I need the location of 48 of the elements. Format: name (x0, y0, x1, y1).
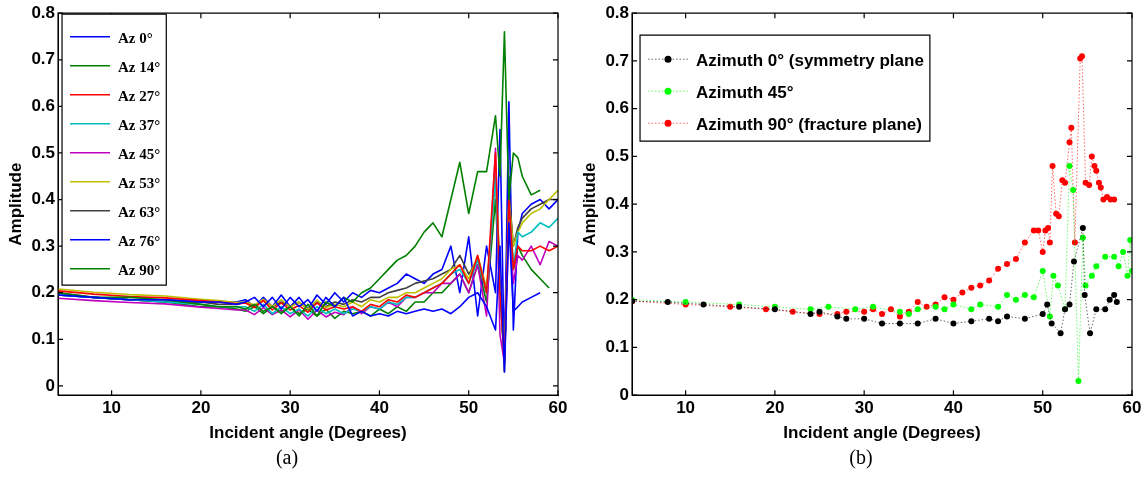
legend-label: Azimuth 0° (symmetry plane (696, 50, 924, 70)
legend-label: Az 63° (118, 203, 161, 220)
x-tick-label: 60 (548, 398, 568, 418)
x-axis-title: Incident angle (Degrees) (783, 423, 981, 443)
x-tick-label: 20 (765, 398, 785, 418)
x-tick-label: 30 (280, 398, 300, 418)
x-tick-label: 50 (459, 398, 479, 418)
y-tick-label: 0.4 (31, 189, 56, 209)
x-tick-label: 20 (191, 398, 211, 418)
legend-label: Azimuth 45° (696, 82, 794, 102)
x-axis-title: Incident angle (Degrees) (209, 423, 407, 443)
y-tick-label: 0.1 (605, 337, 630, 357)
y-axis-title: Amplitude (579, 162, 599, 246)
y-tick-label: 0.6 (605, 98, 630, 118)
text: (b) (848, 446, 874, 469)
legend-label: Az 37° (118, 116, 161, 133)
y-tick-label: 0.1 (31, 328, 56, 348)
y-tick-label: 0.8 (605, 2, 630, 22)
legend-label: Az 53° (118, 174, 161, 191)
y-tick-label: 0.3 (605, 241, 630, 261)
x-tick-label: 40 (369, 398, 389, 418)
y-tick-label: 0 (619, 384, 630, 404)
legend-label: Az 90° (118, 261, 161, 278)
legend-label: Azimuth 90° (fracture plane) (696, 114, 922, 134)
y-tick-label: 0.3 (31, 235, 56, 255)
legend-label: Az 45° (118, 145, 161, 162)
legend-label: Az 76° (118, 232, 161, 249)
y-tick-label: 0.2 (605, 289, 630, 309)
y-tick-label: 0.5 (605, 146, 630, 166)
y-tick-label: 0.5 (31, 142, 56, 162)
legend-label: Az 0° (118, 29, 153, 46)
y-axis-title: Amplitude (5, 162, 25, 246)
y-tick-label: 0.7 (31, 49, 56, 69)
y-tick-label: 0 (45, 375, 56, 395)
x-tick-label: 60 (1122, 398, 1142, 418)
y-tick-label: 0.7 (605, 50, 630, 70)
x-tick-label: 40 (943, 398, 963, 418)
y-tick-label: 0.4 (605, 193, 630, 213)
text: (a) (274, 446, 300, 469)
x-tick-label: 30 (854, 398, 874, 418)
legend-label: Az 27° (118, 87, 161, 104)
y-tick-label: 0.6 (31, 96, 56, 116)
x-tick-label: 50 (1033, 398, 1053, 418)
x-tick-label: 10 (676, 398, 696, 418)
y-tick-label: 0.8 (31, 2, 56, 22)
legend-label: Az 14° (118, 58, 161, 75)
x-tick-label: 10 (102, 398, 122, 418)
y-tick-label: 0.2 (31, 282, 56, 302)
